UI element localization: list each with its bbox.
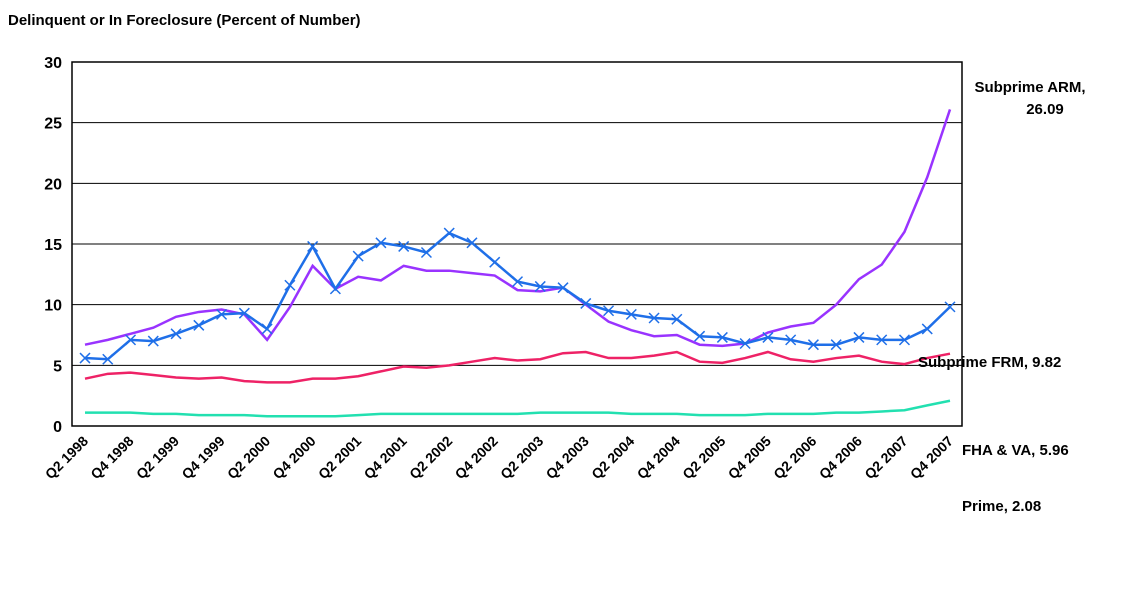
annotation: Subprime FRM, 9.82 [918, 354, 1061, 371]
series-marker [489, 256, 501, 268]
x-tick-label: Q4 2007 [907, 433, 956, 482]
series-marker [876, 334, 888, 346]
series-marker [785, 334, 797, 346]
x-tick-label: Q2 2000 [224, 433, 273, 482]
y-tick-label: 5 [53, 358, 62, 375]
series-marker [807, 339, 819, 351]
series-marker [853, 331, 865, 343]
x-tick-label: Q2 1999 [133, 433, 182, 482]
x-tick-label: Q4 2000 [269, 433, 318, 482]
y-tick-label: 25 [44, 116, 62, 133]
series-marker [898, 334, 911, 346]
y-tick-label: 0 [53, 419, 62, 436]
series-marker [443, 227, 455, 239]
x-tick-label: Q4 2002 [452, 433, 501, 482]
series-marker [352, 250, 364, 262]
series-line [85, 399, 951, 418]
annotation: 26.09 [1026, 101, 1064, 118]
series-line [84, 350, 951, 384]
annotation: FHA & VA, 5.96 [962, 442, 1069, 459]
series-marker [557, 282, 569, 294]
series-marker [193, 319, 205, 331]
series-marker [671, 313, 683, 325]
series-marker [261, 323, 273, 335]
series-line [84, 231, 951, 361]
series-marker [534, 280, 546, 292]
x-tick-label: Q2 2004 [588, 433, 637, 482]
x-tick-label: Q2 2003 [497, 433, 546, 482]
series-marker [944, 301, 956, 313]
series-marker [329, 283, 341, 295]
x-tick-label: Q4 2006 [816, 433, 865, 482]
x-tick-label: Q4 2005 [725, 433, 774, 482]
series-marker [921, 323, 933, 335]
series-marker [170, 328, 182, 340]
series-marker [716, 331, 728, 343]
annotation: Subprime ARM, [974, 79, 1085, 96]
y-tick-label: 15 [44, 237, 62, 254]
x-tick-label: Q2 2002 [406, 433, 455, 482]
x-tick-label: Q2 2007 [861, 433, 910, 482]
x-tick-label: Q2 2006 [770, 433, 819, 482]
chart-title: Delinquent or In Foreclosure (Percent of… [8, 12, 361, 29]
series-marker [238, 307, 250, 319]
series-marker [375, 237, 387, 249]
x-tick-label: Q2 2005 [679, 433, 728, 482]
y-tick-label: 30 [44, 55, 62, 72]
series-marker [511, 276, 524, 288]
x-tick-label: Q4 2003 [543, 433, 592, 482]
series-marker [79, 352, 91, 364]
x-tick-label: Q2 2001 [315, 433, 364, 482]
series-marker [694, 330, 706, 342]
series-marker [307, 240, 319, 252]
series-marker [830, 339, 842, 351]
series-marker [625, 308, 637, 320]
x-tick-label: Q4 2004 [634, 433, 683, 482]
series-line [84, 109, 952, 348]
series-marker [580, 297, 592, 309]
x-tick-label: Q2 1998 [42, 433, 91, 482]
series-marker [102, 353, 114, 365]
series-marker [124, 334, 137, 346]
series-marker [762, 331, 774, 343]
x-tick-label: Q4 1999 [178, 433, 227, 482]
series-marker [648, 312, 660, 324]
series-marker [398, 240, 410, 252]
y-tick-label: 20 [44, 176, 62, 193]
series-marker [216, 308, 228, 320]
series-marker [284, 279, 296, 291]
annotation: Prime, 2.08 [962, 498, 1041, 515]
series-marker [420, 246, 432, 259]
series-marker [603, 305, 615, 317]
plot-border [71, 61, 963, 427]
series-marker [147, 335, 159, 347]
y-tick-label: 10 [44, 298, 62, 315]
series-marker [466, 237, 478, 249]
x-tick-label: Q4 1998 [87, 433, 136, 482]
x-tick-label: Q4 2001 [361, 433, 410, 482]
series-marker [739, 337, 751, 350]
